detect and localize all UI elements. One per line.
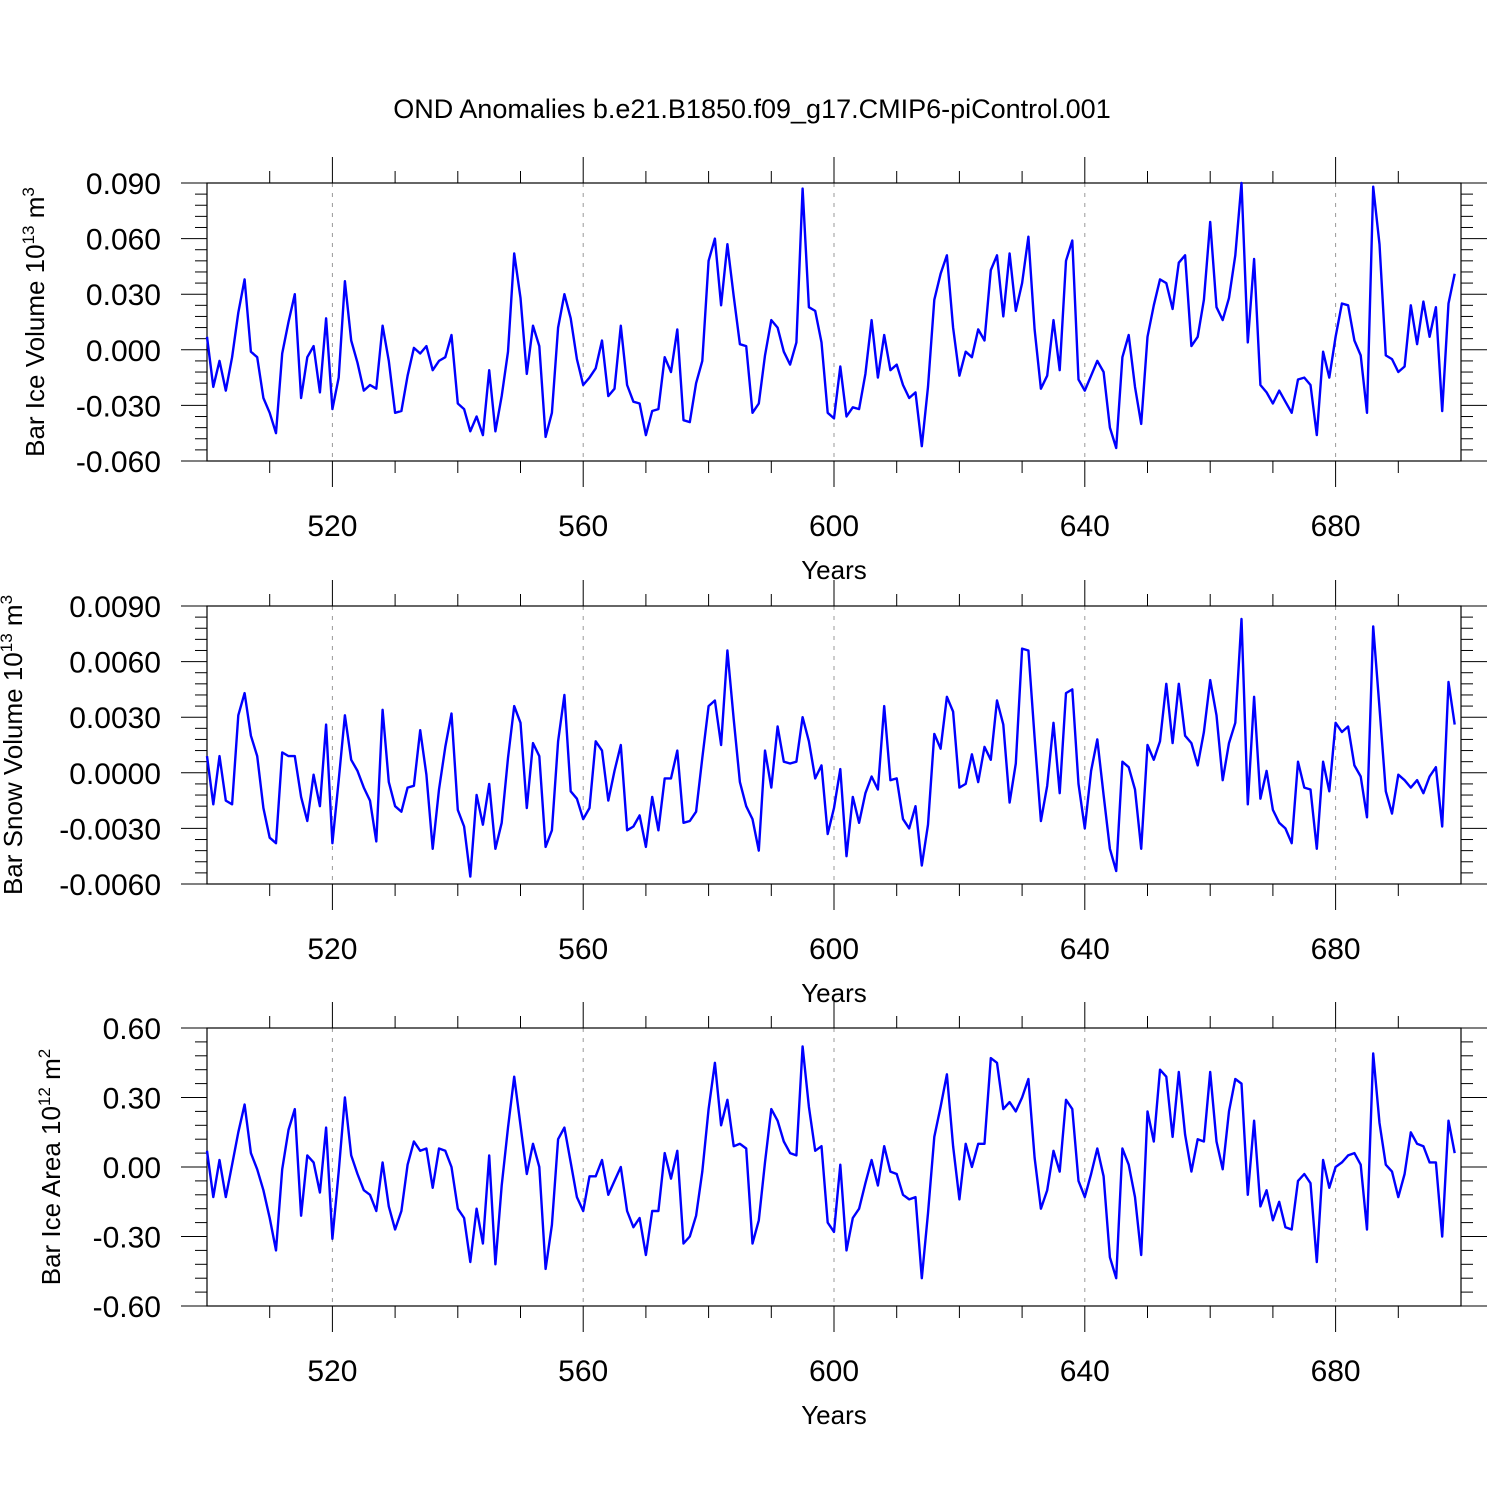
y-tick-label: 0.0060 — [69, 647, 161, 680]
series-line-ice-volume — [205, 181, 1456, 450]
x-tick-label: 640 — [1060, 1355, 1110, 1388]
y-axis-unit-name-exponent: 3 — [0, 595, 16, 604]
series-line-ice-area — [205, 1045, 1456, 1280]
y-axis-label: Bar Snow Volume 1013 m3 — [0, 595, 28, 895]
x-tick-label: 520 — [307, 933, 357, 966]
x-tick-label: 560 — [558, 933, 608, 966]
y-tick-label: 0.060 — [86, 224, 161, 257]
y-tick-label: -0.030 — [76, 390, 161, 423]
x-tick-label: 560 — [558, 510, 608, 543]
y-tick-label: -0.60 — [93, 1291, 161, 1324]
x-tick-label: 520 — [307, 510, 357, 543]
panel-snow-volume: -0.0060 -0.0030 0.0000 0.0030 0.0060 0.0090 52… — [0, 580, 1487, 1008]
figure-title: OND Anomalies b.e21.B1850.f09_g17.CMIP6-… — [393, 94, 1110, 124]
x-tick-label: 520 — [307, 1355, 357, 1388]
y-tick-label: 0.0090 — [69, 591, 161, 624]
y-tick-label: -0.0030 — [59, 813, 161, 846]
y-axis-label: Bar Ice Volume 1013 m3 — [19, 187, 50, 457]
y-axis-label-text: Bar Ice Volume 10 — [20, 244, 50, 456]
panel-ice-area: -0.60 -0.30 0.00 0.30 0.60 520 560 600 640 680 Yea… — [35, 1002, 1487, 1430]
y-axis-unit-exponent: 13 — [19, 225, 38, 244]
y-tick-label: 0.0030 — [69, 702, 161, 735]
x-tick-label: 600 — [809, 1355, 859, 1388]
y-tick-label: 0.00 — [103, 1152, 161, 1185]
y-tick-label: -0.060 — [76, 446, 161, 479]
y-tick-label: 0.60 — [103, 1013, 161, 1046]
y-axis-unit-name-exponent: 3 — [19, 187, 38, 196]
y-tick-label: 0.0000 — [69, 758, 161, 791]
x-tick-label: 640 — [1060, 510, 1110, 543]
y-axis-unit-name: m — [0, 604, 28, 633]
y-axis-label-text: Bar Ice Area 10 — [36, 1106, 66, 1285]
y-axis-unit-name: m — [20, 197, 50, 226]
y-axis-unit-exponent: 12 — [35, 1087, 54, 1106]
x-tick-label: 680 — [1311, 933, 1361, 966]
y-axis-unit-name-exponent: 2 — [35, 1049, 54, 1058]
y-tick-label: -0.30 — [93, 1222, 161, 1255]
y-tick-label: 0.000 — [86, 335, 161, 368]
y-axis-label: Bar Ice Area 1012 m2 — [35, 1049, 66, 1286]
y-axis-label-text: Bar Snow Volume 10 — [0, 652, 28, 895]
x-tick-label: 600 — [809, 510, 859, 543]
x-tick-label: 560 — [558, 1355, 608, 1388]
y-tick-label: 0.30 — [103, 1083, 161, 1116]
y-axis-unit-exponent: 13 — [0, 633, 16, 652]
x-tick-label: 600 — [809, 933, 859, 966]
series-line-snow-volume — [205, 617, 1456, 878]
x-tick-label: 640 — [1060, 933, 1110, 966]
y-tick-label: 0.090 — [86, 168, 161, 201]
y-tick-label: 0.030 — [86, 279, 161, 312]
y-axis-unit-name: m — [36, 1058, 66, 1087]
x-tick-label: 680 — [1311, 1355, 1361, 1388]
panel-ice-volume: -0.060 -0.030 0.000 0.030 0.060 0.090 520 560 60… — [19, 157, 1487, 585]
x-axis-label: Years — [801, 1400, 867, 1430]
y-tick-label: -0.0060 — [59, 869, 161, 902]
x-tick-label: 680 — [1311, 510, 1361, 543]
